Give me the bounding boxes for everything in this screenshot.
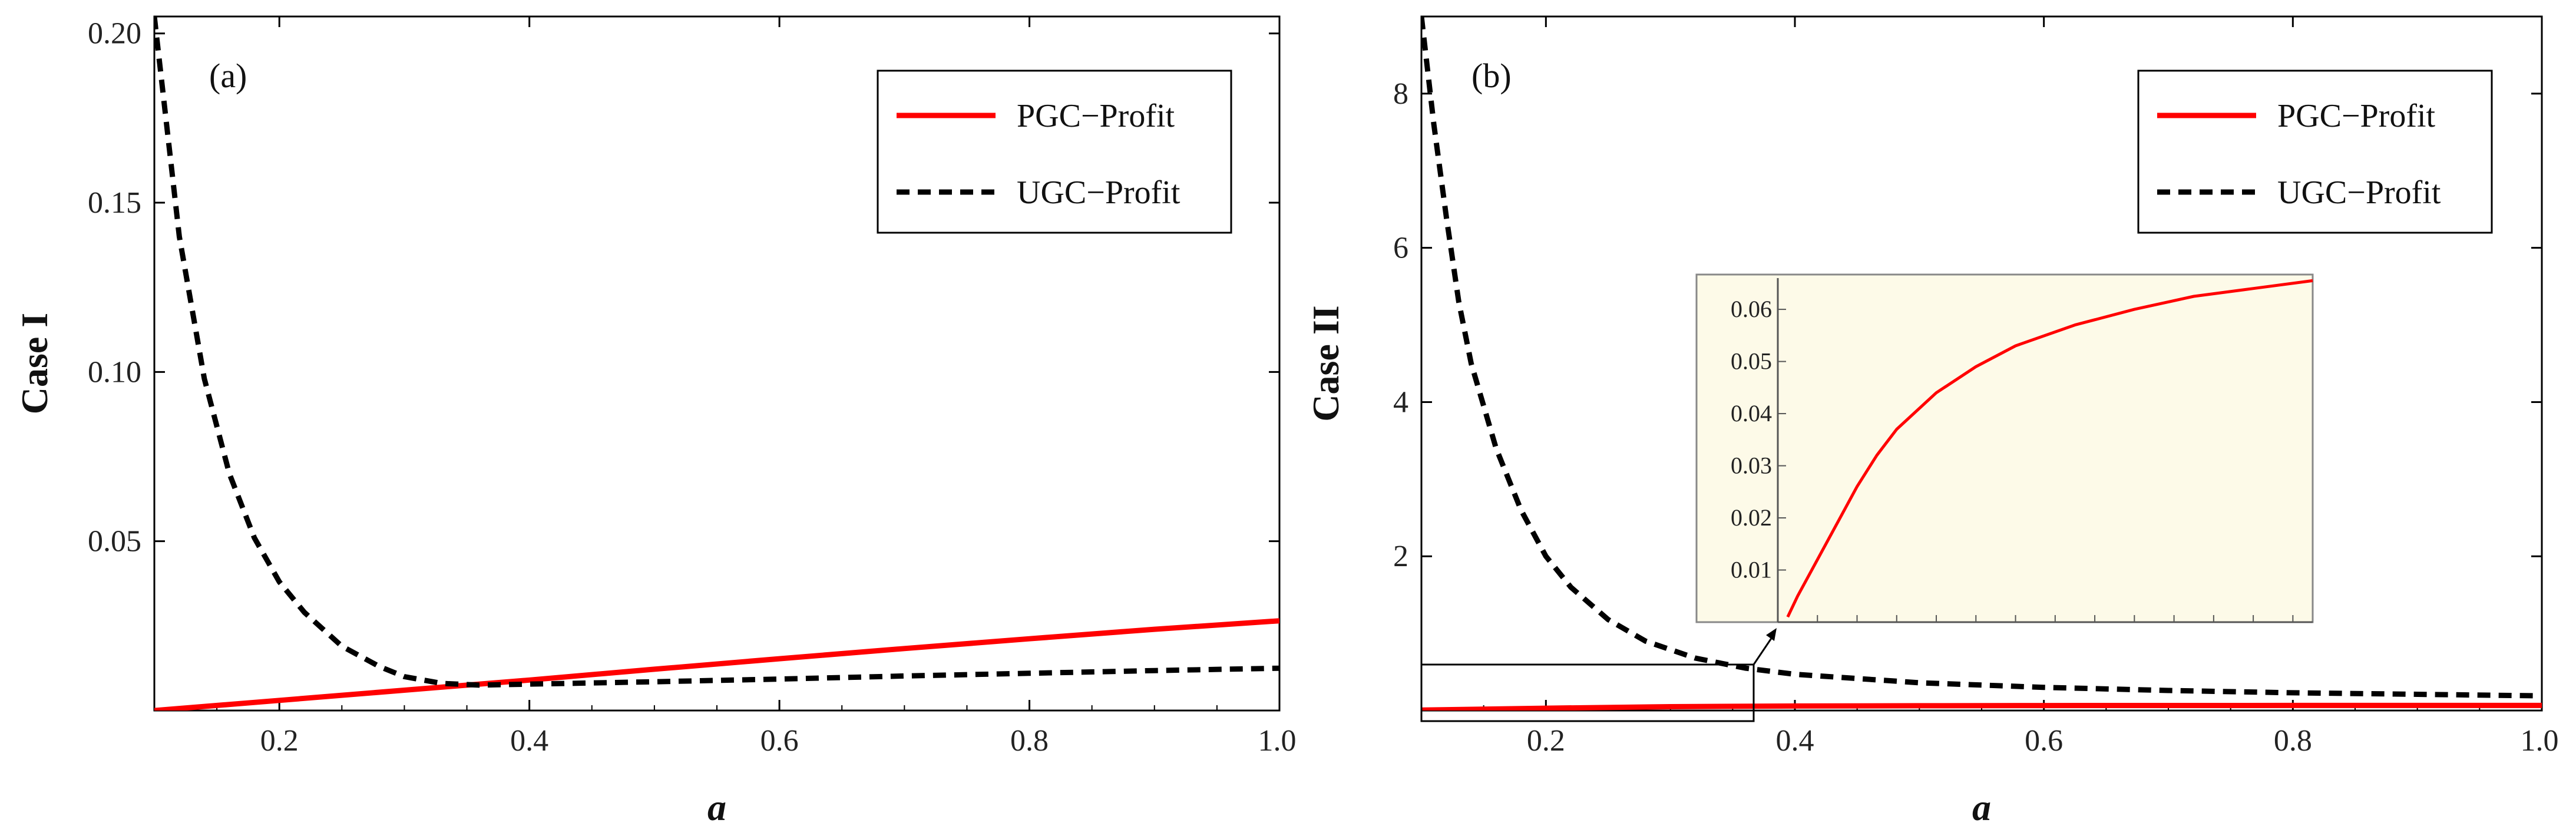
x-tick-label: 0.6: [760, 724, 799, 758]
y-tick-label: 8: [1393, 77, 1408, 111]
zoom-arrow: [1752, 628, 1777, 665]
y-tick-label: 0.05: [88, 525, 141, 559]
x-tick-label: 1.0: [2521, 724, 2559, 758]
y-tick-label: 0.20: [88, 17, 141, 51]
x-tick-label: 0.2: [260, 724, 299, 758]
legend-box: [2137, 70, 2493, 234]
x-axis-label: a: [707, 787, 726, 828]
legend-label-ugc: UGC−Profit: [1017, 174, 1180, 211]
panel-label: (a): [209, 57, 247, 95]
x-tick-label: 0.4: [1776, 724, 1814, 758]
inset-series-pgc-profit: [1786, 279, 2313, 618]
panel-label: (b): [1471, 57, 1512, 95]
x-tick-label: 0.4: [510, 724, 548, 758]
y-tick-label: 0.15: [88, 186, 141, 220]
inset-zoom-chart: 0.01 0.02 0.03 0.04 0.05 0.06: [1695, 273, 2314, 623]
legend: PGC−Profit UGC−Profit: [877, 70, 1232, 234]
y-tick-label: 4: [1393, 385, 1408, 419]
legend: PGC−Profit UGC−Profit: [2137, 70, 2493, 234]
y-tick-label: 0.10: [88, 355, 141, 389]
x-tick-label: 0.8: [1010, 724, 1049, 758]
series-pgc-profit: [154, 618, 1279, 711]
inset-y-tick-label: 0.04: [1731, 400, 1772, 427]
y-axis-label: Case I: [14, 313, 55, 414]
y-tick-label: 6: [1393, 232, 1408, 265]
zoom-region-box: [1420, 663, 1755, 722]
chart-case-ii: 0.2 0.4 0.6 0.8 1.0 2 4 6 8 (b) Case II a PGC−Pr…: [1305, 15, 2559, 828]
inset-y-tick-label: 0.05: [1731, 348, 1772, 375]
chart-case-i: 0.2 0.4 0.6 0.8 1.0 0.05 0.10 0.15 0.20 (a) Case…: [14, 15, 1297, 828]
inset-frame: [1695, 273, 2314, 623]
x-tick-label: 0.8: [2274, 724, 2312, 758]
series-ugc-profit: [1421, 16, 2542, 699]
inset-y-tick-label: 0.03: [1731, 452, 1772, 479]
legend-label-pgc: PGC−Profit: [1017, 98, 1175, 134]
legend-box: [877, 70, 1232, 234]
series-ugc-profit: [154, 16, 1279, 688]
legend-label-pgc: PGC−Profit: [2277, 98, 2436, 134]
x-tick-label: 0.2: [1527, 724, 1565, 758]
series-pgc-profit: [1421, 702, 2542, 711]
x-tick-label: 1.0: [1258, 724, 1297, 758]
legend-label-ugc: UGC−Profit: [2277, 174, 2441, 211]
inset-y-tick-label: 0.01: [1731, 557, 1772, 583]
x-tick-label: 0.6: [2025, 724, 2063, 758]
x-axis-label: a: [1972, 787, 1991, 828]
y-axis-label: Case II: [1305, 305, 1347, 421]
inset-y-tick-label: 0.06: [1731, 296, 1772, 322]
y-tick-label: 2: [1393, 540, 1408, 573]
inset-y-tick-label: 0.02: [1731, 504, 1772, 531]
